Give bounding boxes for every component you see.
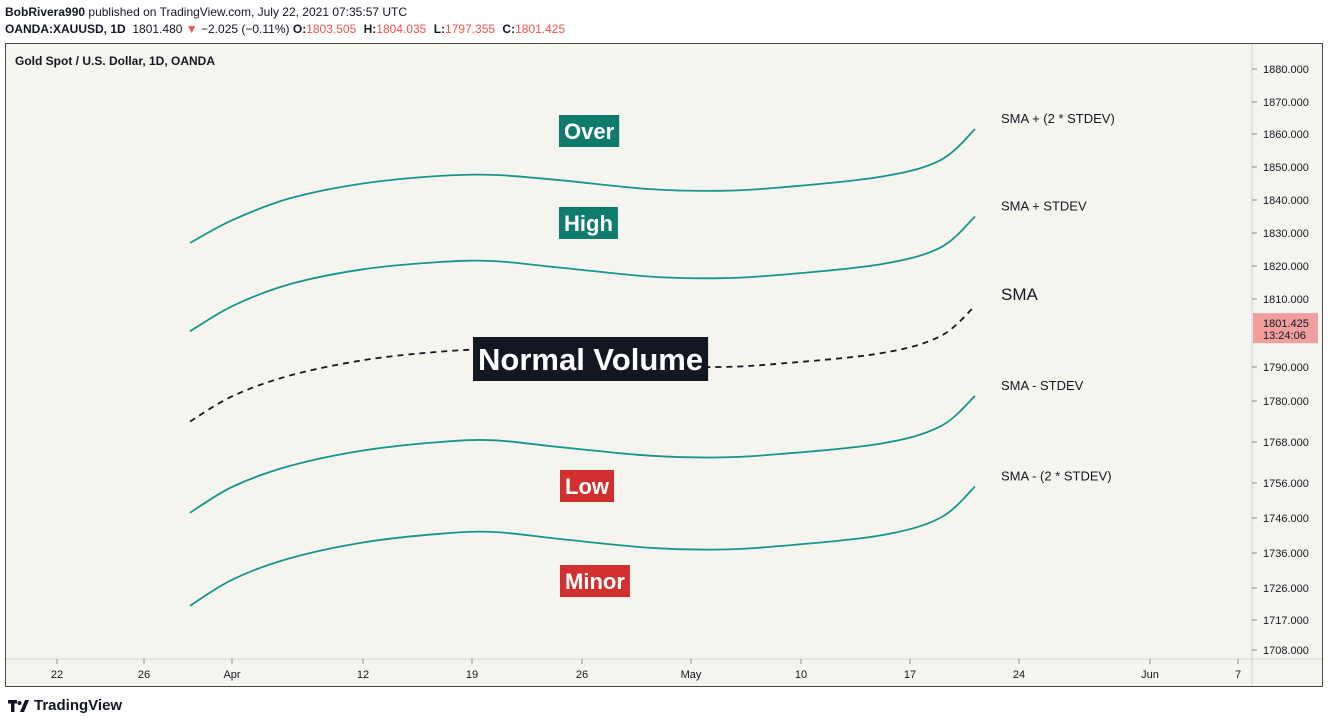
time-tick-label: 26 [138,669,150,681]
high-value: 1804.035 [376,22,427,36]
time-axis[interactable]: 22 26 Apr 12 19 26 May 10 17 24 Jun 7 [51,659,1241,681]
annotation-over: Over [559,115,620,147]
time-tick-label: 12 [357,669,369,681]
price-tick-label: 1870.000 [1263,97,1309,109]
author-name[interactable]: BobRivera990 [5,5,86,19]
annotation-text: Minor [565,569,625,594]
price-tag-value: 1801.425 [1263,318,1309,330]
annotation-text: Over [564,119,615,144]
ohlc-bar: OANDA:XAUUSD, 1D 1801.480 ▼ −2.025 (−0.1… [5,22,569,36]
annotation-box [559,207,618,239]
footer-brand[interactable]: TradingView [8,697,122,714]
symbol-label: OANDA:XAUUSD, 1D [5,22,126,36]
series-label-sma-stdev: SMA + STDEV [1001,199,1087,214]
price-tick-label: 1790.000 [1263,362,1309,374]
tradingview-logo-icon [8,699,30,713]
series-label-sma-stdev: SMA - STDEV [1001,378,1084,393]
annotation-labels: Over High Normal Volume Low Minor [473,115,709,597]
price-tick-label: 1810.000 [1263,294,1309,306]
price-tick-label: 1717.000 [1263,615,1309,627]
open-value: 1803.505 [306,22,357,36]
price-tick-label: 1840.000 [1263,195,1309,207]
series-group [189,128,976,607]
price-axis[interactable]: 1880.000 1870.000 1860.000 1850.000 1840.000… [1252,64,1309,657]
series-label-sma-2-stdev: SMA - (2 * STDEV) [1001,469,1112,484]
annotation-text: Normal Volume [478,342,703,377]
time-tick-label: 22 [51,669,63,681]
price-tick-label: 1780.000 [1263,396,1309,408]
price-tag-countdown: 13:24:06 [1263,330,1306,342]
annotation-box [560,565,630,597]
price-tick-label: 1850.000 [1263,162,1309,174]
series-line-sma-stdev [189,395,976,514]
series-labels: SMA + (2 * STDEV) SMA + STDEV SMA SMA - STD… [1001,111,1115,483]
series-label-sma-2-stdev: SMA + (2 * STDEV) [1001,111,1115,126]
price-tick-label: 1756.000 [1263,478,1309,490]
publish-info: BobRivera990 published on TradingView.co… [5,5,407,19]
price-change: −2.025 (−0.11%) [201,22,290,36]
low-label: L: [433,22,446,36]
time-tick-label: 10 [795,669,807,681]
low-value: 1797.355 [445,22,496,36]
series-label-sma: SMA [1001,285,1039,304]
price-tick-label: 1726.000 [1263,583,1309,595]
price-tick-label: 1736.000 [1263,548,1309,560]
high-label: H: [363,22,377,36]
time-tick-label: 24 [1013,669,1025,681]
time-tick-label: 17 [904,669,916,681]
annotation-box [473,337,709,381]
open-label: O: [292,22,307,36]
annotation-normal-volume: Normal Volume [473,337,709,381]
time-tick-label: Apr [223,669,240,681]
chart-title: Gold Spot / U.S. Dollar, 1D, OANDA [15,54,215,68]
annotation-box [559,115,620,147]
published-text: published on TradingView.com, July 22, 2… [88,5,408,19]
time-tick-label: May [681,669,702,681]
price-tag-box [1253,313,1318,344]
price-tick-label: 1820.000 [1263,261,1309,273]
close-value: 1801.425 [515,22,566,36]
series-line-sma-2-stdev [189,128,976,244]
chart-area[interactable] [5,43,1323,687]
last-price: 1801.480 [132,22,183,36]
series-line-sma-stdev [189,215,976,333]
price-tick-label: 1860.000 [1263,129,1309,141]
annotation-high: High [559,207,618,239]
time-tick-label: Jun [1141,669,1159,681]
price-tick-label: 1830.000 [1263,228,1309,240]
down-arrow-icon: ▼ [185,22,198,36]
annotation-minor: Minor [560,565,630,597]
price-tick-label: 1768.000 [1263,437,1309,449]
annotation-box [560,470,614,502]
price-tick-label: 1746.000 [1263,513,1309,525]
annotation-text: Low [565,474,610,499]
price-tick-label: 1880.000 [1263,64,1309,76]
annotation-low: Low [560,470,614,502]
close-label: C: [502,22,516,36]
time-tick-label: 26 [576,669,588,681]
brand-name: TradingView [34,697,123,714]
time-tick-label: 7 [1235,669,1241,681]
annotation-text: High [564,211,613,236]
series-line-sma-2-stdev [189,485,976,607]
time-tick-label: 19 [466,669,478,681]
price-tick-label: 1708.000 [1263,645,1309,657]
